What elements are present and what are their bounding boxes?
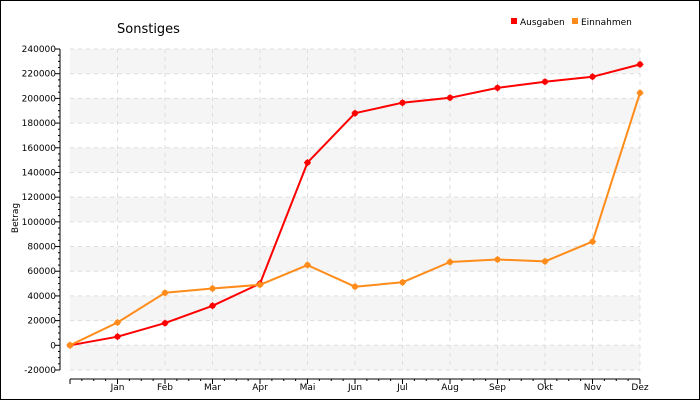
chart-title: Sonstiges: [117, 22, 180, 37]
legend: Ausgaben Einnahmen: [511, 18, 632, 28]
legend-label: Ausgaben: [520, 18, 565, 28]
y-tick-label: 80000: [27, 243, 56, 253]
x-tick-label: Jul: [396, 383, 408, 393]
x-tick-label: Sep: [489, 383, 506, 393]
y-tick-label: 40000: [27, 292, 56, 302]
x-tick-label: Okt: [537, 383, 553, 393]
legend-label: Einnahmen: [581, 18, 632, 28]
x-tick-label: Mai: [300, 383, 316, 393]
x-tick-label: Jan: [110, 383, 125, 393]
y-tick-label: 120000: [22, 193, 57, 203]
legend-item: Einnahmen: [572, 18, 632, 28]
y-tick-label: 20000: [27, 317, 56, 327]
y-tick-label: 180000: [22, 119, 57, 129]
x-tick-label: Nov: [584, 383, 602, 393]
series-group: [66, 60, 644, 349]
x-tick-label: Dez: [631, 383, 648, 393]
background-band: [70, 147, 640, 173]
y-tick-label: 100000: [22, 218, 57, 228]
axes: [55, 48, 641, 384]
x-tick-label: Apr: [252, 383, 268, 393]
background-band: [70, 49, 640, 74]
y-axis-label: Betrag: [11, 203, 21, 233]
x-tick-label: Mar: [204, 383, 221, 393]
x-tick-labels: Jan Feb Mar Apr Mai Jun Jul Aug Sep Okt Nov Dez: [110, 383, 649, 393]
x-tick-label: Feb: [157, 383, 173, 393]
y-tick-label: 200000: [22, 94, 57, 104]
series-einnahmen: [66, 89, 644, 349]
y-tick-label: 60000: [27, 267, 56, 277]
y-tick-label: 140000: [22, 168, 57, 178]
x-tick-label: Aug: [441, 383, 459, 393]
y-tick-label: 240000: [22, 45, 57, 55]
y-tick-labels: -20000 0 20000 40000 60000 80000 100000 120000 1…: [22, 45, 57, 376]
y-tick-label: -20000: [24, 366, 56, 376]
background-band: [70, 345, 640, 370]
y-tick-label: 0: [50, 341, 56, 351]
legend-swatch: [511, 18, 517, 24]
legend-item: Ausgaben: [511, 18, 565, 28]
gridlines: [70, 48, 641, 371]
y-tick-label: 160000: [22, 144, 57, 154]
x-tick-label: Jun: [347, 383, 362, 393]
y-tick-label: 220000: [22, 70, 57, 80]
legend-swatch: [572, 18, 578, 24]
